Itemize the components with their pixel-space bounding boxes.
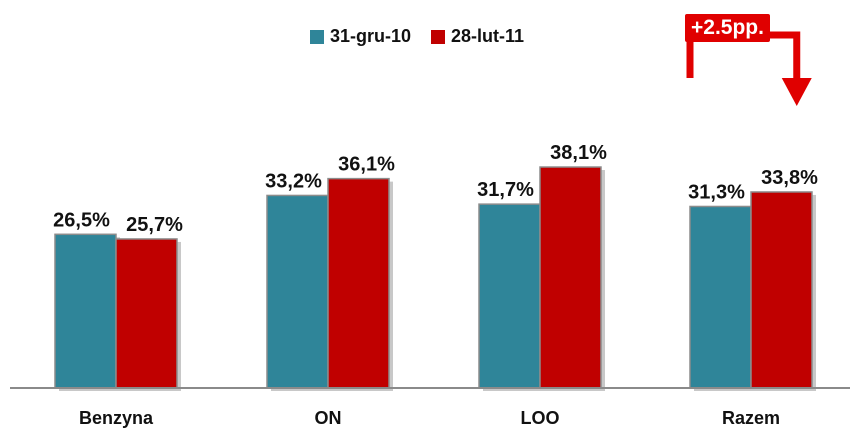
value-label-on-series-2: 36,1% — [338, 154, 395, 176]
category-label-loo: LOO — [521, 408, 560, 428]
value-label-razem-series-2: 33,8% — [761, 167, 818, 189]
legend: 31-gru-10 28-lut-11 — [310, 26, 544, 47]
bar-loo-series-1 — [478, 203, 541, 389]
legend-item-series-2: 28-lut-11 — [431, 26, 524, 47]
legend-label-series-1: 31-gru-10 — [330, 26, 412, 46]
value-label-on-series-1: 33,2% — [265, 170, 322, 192]
category-label-on: ON — [315, 408, 342, 428]
value-label-benzyna-series-2: 25,7% — [126, 214, 183, 236]
value-label-razem-series-1: 31,3% — [688, 181, 745, 203]
value-label-loo-series-2: 38,1% — [550, 142, 607, 164]
bar-loo-series-2 — [539, 166, 602, 389]
change-annotation: +2.5pp. — [685, 14, 770, 42]
legend-label-series-2: 28-lut-11 — [451, 26, 525, 46]
category-label-benzyna: Benzyna — [79, 408, 154, 428]
bar-on-series-2 — [327, 177, 390, 389]
bar-benzyna-series-2 — [115, 238, 178, 389]
bar-benzyna-series-1 — [54, 233, 117, 389]
category-label-razem: Razem — [722, 408, 780, 428]
bar-razem-series-2 — [750, 191, 813, 389]
legend-swatch-series-1 — [310, 29, 324, 44]
bar-on-series-1 — [266, 194, 329, 389]
legend-swatch-series-2 — [431, 29, 446, 44]
legend-item-series-1: 31-gru-10 — [310, 26, 411, 47]
bar-razem-series-1 — [689, 205, 752, 389]
annotation-arrowhead — [781, 78, 812, 106]
value-label-benzyna-series-1: 26,5% — [53, 209, 110, 231]
value-label-loo-series-1: 31,7% — [477, 179, 534, 201]
